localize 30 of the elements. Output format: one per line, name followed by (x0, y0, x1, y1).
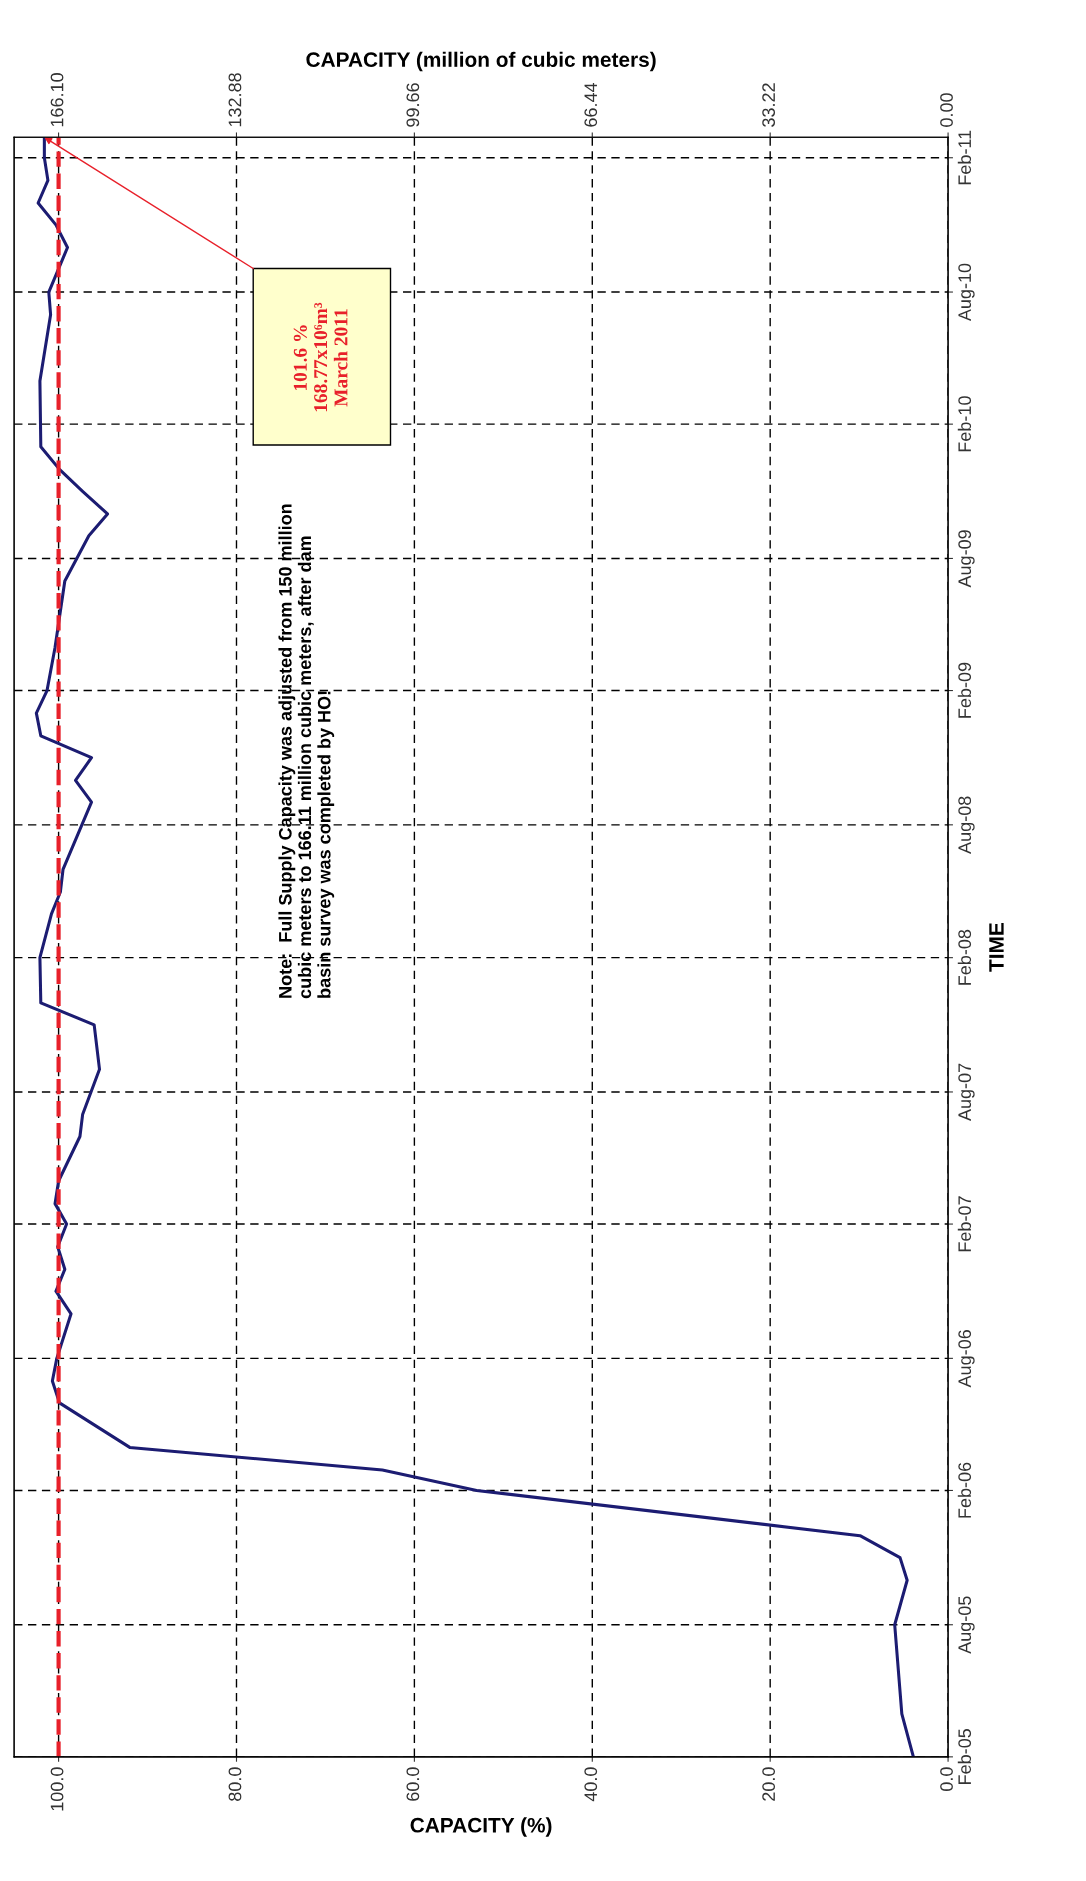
x-tick-label: 80.0 (228, 1767, 242, 1801)
x2-tick-label: 132.88 (228, 73, 242, 127)
y-tick-label: Aug-06 (958, 1330, 975, 1388)
annotation: 101.6 % 168.77x10⁶m³ March 2011 (293, 302, 348, 412)
y-tick-label: Feb-09 (957, 662, 972, 718)
y-tick-label: Aug-10 (958, 263, 975, 322)
x-axis-title: CAPACITY (%) (410, 1817, 552, 1837)
y-tick-label: Aug-07 (958, 1063, 975, 1122)
x2-tick-label: 0.00 (940, 93, 953, 127)
y-tick-label: Feb-10 (957, 396, 972, 452)
x2-tick-label: 99.66 (406, 83, 420, 127)
y-tick-label: Feb-08 (957, 929, 972, 985)
y-tick-label: Aug-05 (958, 1596, 975, 1654)
x-tick-label: 40.0 (584, 1767, 598, 1802)
y-tick-label: Feb-05 (957, 1729, 972, 1784)
x2-tick-label: 33.22 (762, 83, 776, 127)
x2-axis-title: CAPACITY (million of cubic meters) (306, 51, 656, 72)
y-tick-label: Feb-07 (957, 1196, 972, 1252)
x-tick-label: 60.0 (406, 1767, 420, 1801)
x2-tick-label: 166.10 (50, 73, 64, 127)
x-tick-label: 100.0 (50, 1767, 64, 1811)
y-axis-title: TIME (989, 923, 1004, 972)
x-tick-label: 0.0 (940, 1767, 953, 1791)
y-tick-label: Feb-06 (957, 1462, 972, 1518)
x2-tick-label: 66.44 (584, 82, 598, 127)
annotation: Note: Full Supply Capacity was adjusted from 150 million cubic meters to 166.11 million cubic meters, after dam basin survey was completed by HO! (278, 504, 335, 999)
x-tick-label: 20.0 (762, 1767, 776, 1801)
y-tick-label: Feb-11 (957, 130, 972, 185)
y-tick-label: Aug-08 (958, 796, 975, 854)
y-tick-label: Aug-09 (958, 530, 975, 588)
